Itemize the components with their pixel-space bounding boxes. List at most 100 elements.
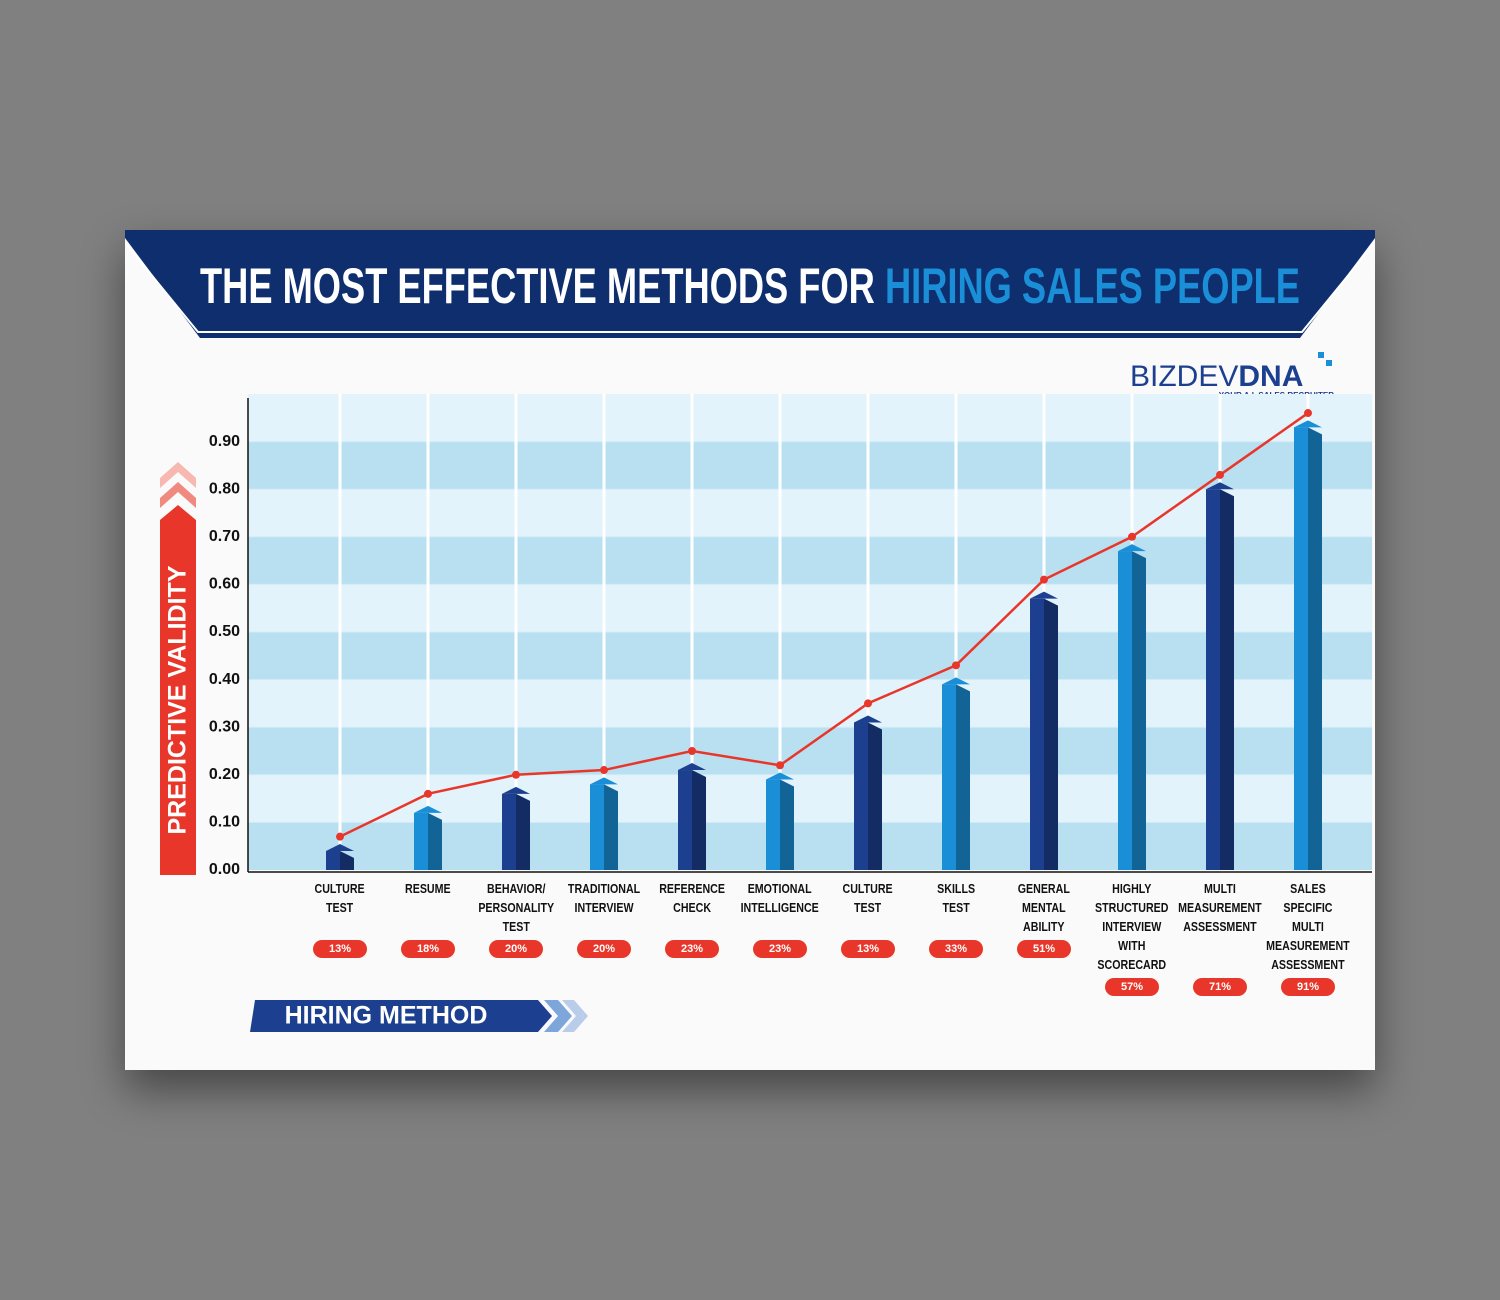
chevron — [160, 482, 196, 508]
grid-band — [248, 441, 1372, 490]
percentage-label: 23% — [680, 943, 704, 955]
logo-icon — [1318, 352, 1324, 358]
plot: 0.00 0.10 0.20 0.30 0.40 0.50 0.60 0.70 0.80 0.90 — [209, 394, 1372, 878]
percentage-label: 23% — [768, 943, 792, 955]
percentage-label: 57% — [1120, 981, 1144, 993]
x-tick-label: RESUME — [405, 881, 451, 896]
percentage-pill: 13% — [841, 940, 895, 958]
bar-top — [942, 677, 970, 685]
category: HIGHLY STRUCTURED INTERVIEW WITH SCORECA… — [1082, 879, 1182, 996]
chevron — [562, 1000, 588, 1032]
bar — [1030, 598, 1044, 870]
bar-top — [854, 715, 882, 723]
percentage-pill: 20% — [489, 940, 543, 958]
line-point — [1304, 409, 1312, 418]
y-label-arrow — [160, 505, 196, 875]
percentage-pill: 71% — [1193, 978, 1247, 996]
x-tick-label: MULTI MEASUREMENT ASSESSMENT — [1178, 881, 1262, 934]
bar — [326, 850, 340, 870]
bar — [502, 793, 516, 870]
line-point — [336, 832, 344, 841]
line-point — [512, 770, 520, 779]
bar — [766, 779, 780, 870]
x-tick-label: EMOTIONAL INTELLIGENCE — [740, 881, 820, 915]
y-tick-label: 0.70 — [209, 528, 240, 545]
bar-side — [340, 850, 354, 870]
y-tick-label: 0.60 — [209, 576, 240, 593]
bar-side — [516, 793, 530, 870]
percentage-label: 33% — [944, 943, 968, 955]
x-tick-label: HIGHLY STRUCTURED INTERVIEW WITH SCORECA… — [1095, 881, 1169, 972]
percentage-label: 51% — [1032, 943, 1056, 955]
title-highlight: HIRING SALES PEOPLE — [885, 258, 1300, 314]
bar — [942, 684, 956, 870]
bar-side — [692, 770, 706, 870]
line-point — [600, 766, 608, 775]
percentage-label: 20% — [592, 943, 616, 955]
category: TRADITIONAL INTERVIEW 20% — [554, 879, 654, 958]
bar-top — [326, 843, 354, 851]
y-tick-label: 0.20 — [209, 766, 240, 783]
x-tick-label: SKILLS TEST — [937, 881, 975, 915]
line-point — [688, 747, 696, 755]
title-main: THE MOST EFFECTIVE METHODS FOR — [200, 258, 875, 314]
bar-side — [428, 812, 442, 870]
category: EMOTIONAL INTELLIGENCE 23% — [730, 879, 830, 958]
bar-top — [414, 805, 442, 813]
bar-top — [1206, 482, 1234, 490]
category: BEHAVIOR/ PERSONALITY TEST 20% — [466, 879, 566, 958]
title-banner — [125, 230, 1375, 338]
bar — [854, 722, 868, 870]
percentage-pill: 23% — [665, 940, 719, 958]
y-tick-label: 0.90 — [209, 433, 240, 450]
y-tick-label: 0.00 — [209, 861, 240, 878]
chart-title: THE MOST EFFECTIVE METHODS FOR HIRING SA… — [200, 258, 1300, 314]
bar-side — [868, 722, 882, 870]
category: GENERAL MENTAL ABILITY 51% — [994, 879, 1094, 958]
bar-side — [1132, 551, 1146, 870]
percentage-label: 91% — [1296, 981, 1320, 993]
chevron — [160, 462, 196, 488]
category: CULTURE TEST 13% — [290, 879, 390, 958]
x-tick-label: TRADITIONAL INTERVIEW — [567, 881, 641, 915]
line-point — [1216, 470, 1224, 479]
bar — [1294, 427, 1308, 870]
line — [339, 412, 1309, 838]
line-point — [424, 789, 432, 798]
bar-side — [1308, 427, 1322, 870]
x-tick-label: SALES SPECIFIC MULTI MEASUREMENT ASSESSM… — [1266, 881, 1350, 972]
bar — [414, 812, 428, 870]
percentage-label: 13% — [856, 943, 880, 955]
y-tick-label: 0.50 — [209, 623, 240, 640]
grid-band — [248, 536, 1372, 585]
bar — [678, 770, 692, 870]
line-point — [1128, 532, 1136, 541]
percentage-pill: 51% — [1017, 940, 1071, 958]
category: RESUME 18% — [378, 879, 478, 958]
percentage-pill: 18% — [401, 940, 455, 958]
x-tick-label: BEHAVIOR/ PERSONALITY TEST — [478, 881, 554, 934]
percentage-label: 20% — [504, 943, 528, 955]
bar — [1118, 551, 1132, 870]
category: REFERENCE CHECK 23% — [642, 879, 742, 958]
logo-bold: DNA — [1238, 360, 1303, 393]
percentage-pill: 23% — [753, 940, 807, 958]
category: SKILLS TEST 33% — [906, 879, 1006, 958]
percentage-pill: 13% — [313, 940, 367, 958]
bar-side — [604, 784, 618, 870]
chevron — [544, 1000, 572, 1032]
y-tick-label: 0.40 — [209, 671, 240, 688]
bar-side — [1220, 489, 1234, 870]
line-point — [1040, 575, 1048, 584]
percentage-label: 18% — [416, 943, 440, 955]
grid-band — [248, 727, 1372, 775]
percentage-pill: 91% — [1281, 978, 1335, 996]
bar-top — [766, 772, 794, 780]
x-tick-label: REFERENCE CHECK — [659, 881, 725, 915]
x-tick-label: GENERAL MENTAL ABILITY — [1017, 881, 1071, 934]
bar-top — [1294, 420, 1322, 428]
x-axis-label: HIRING METHOD — [285, 1002, 488, 1030]
bar-top — [1118, 544, 1146, 552]
